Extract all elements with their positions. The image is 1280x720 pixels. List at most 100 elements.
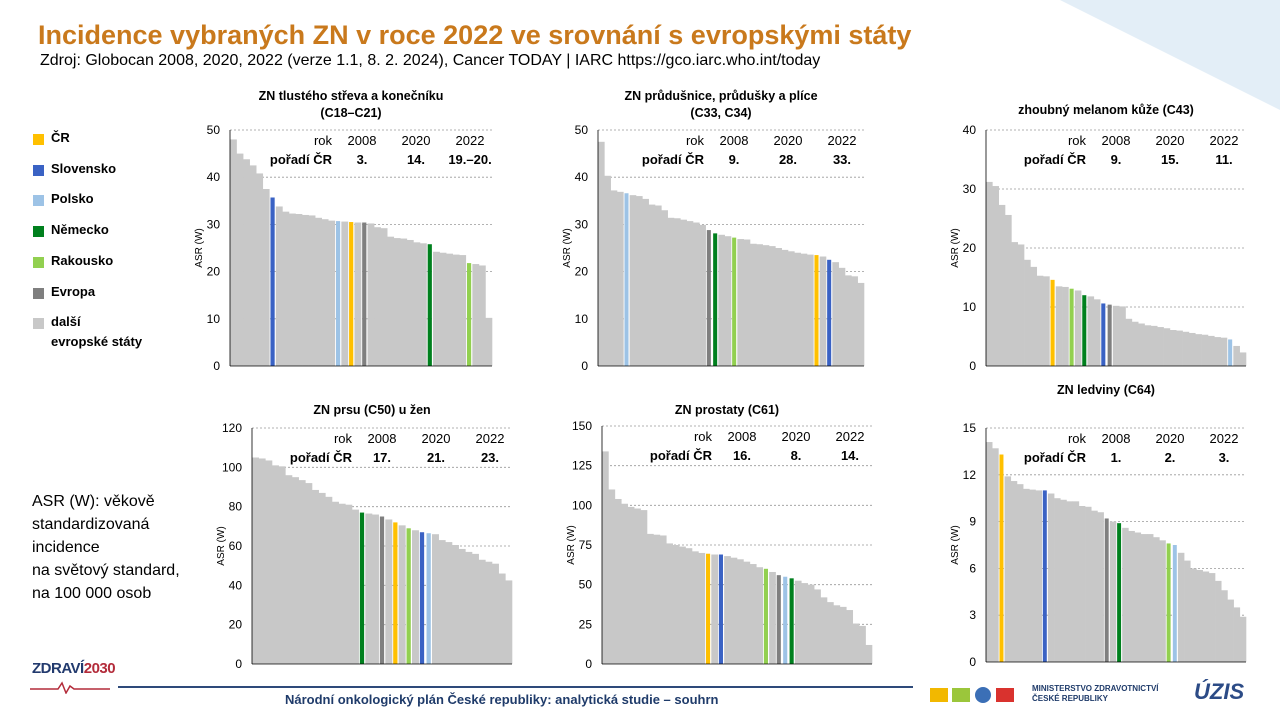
bar — [730, 557, 738, 664]
bar — [258, 458, 266, 664]
rank-value: 11. — [1215, 152, 1232, 167]
bar-evropa — [362, 222, 367, 366]
chart-breast: 0 20 40 60 80 100 120 ASR (W) ZN prsu (C50) u že… — [198, 402, 518, 674]
bar — [1207, 335, 1215, 366]
bar — [698, 552, 706, 664]
uzis-logo: ÚZIS — [1194, 679, 1245, 704]
rank-value: 28. — [779, 152, 797, 167]
rank-year-label: rok — [314, 133, 333, 148]
bar — [992, 186, 999, 366]
rank-year: 2008 — [348, 133, 377, 148]
rank-year: 2022 — [1210, 133, 1239, 148]
bar — [1131, 321, 1139, 366]
bar — [1188, 332, 1196, 366]
bar — [769, 571, 776, 664]
bar — [1072, 501, 1080, 662]
rank-year-label: rok — [1068, 431, 1087, 446]
bar — [819, 256, 827, 366]
legend-item: další evropské státy — [33, 314, 142, 352]
bar — [788, 251, 795, 366]
bar — [406, 239, 414, 366]
rank-value: 17. — [373, 450, 391, 465]
bar — [419, 243, 427, 366]
bar — [1023, 488, 1030, 662]
bar — [472, 264, 480, 366]
tick-label: 20 — [207, 265, 221, 279]
y-axis-label: ASR (W) — [566, 525, 577, 564]
chart-svg: 0 10 20 30 40 ASR (W) zhoubný melanom kůže (C4… — [950, 103, 1247, 373]
bar — [1220, 337, 1228, 366]
rank-value: 15. — [1161, 152, 1179, 167]
legend-swatch — [33, 318, 44, 330]
bar — [282, 211, 290, 366]
asr-note: ASR (W): věkově standardizovaná incidence n… — [32, 493, 180, 602]
rank-year: 2008 — [720, 133, 749, 148]
chart-svg: 0 25 50 75 100 125 150 ASR (W) ZN prostaty (C61)… — [566, 403, 873, 671]
bar — [832, 262, 839, 366]
bar — [302, 214, 309, 366]
chart-title-line: ZN průdušnice, průdušky a plíce — [624, 89, 817, 103]
tick-label: 10 — [963, 300, 977, 314]
tick-label: 30 — [207, 217, 221, 231]
tick-label: 20 — [229, 618, 243, 632]
bar — [629, 195, 637, 366]
tick-label: 20 — [963, 241, 977, 255]
chart-title-line: (C33, C34) — [690, 106, 751, 120]
legend-swatch — [33, 256, 44, 268]
bar — [249, 165, 257, 366]
y-axis-label: ASR (W) — [194, 228, 205, 267]
bar — [292, 477, 299, 664]
bar-slovensko — [827, 259, 832, 366]
rank-year: 2022 — [456, 133, 485, 148]
bar — [674, 218, 681, 366]
bar — [743, 239, 751, 366]
bar — [986, 181, 993, 366]
bar — [1004, 476, 1012, 662]
chart-kidney: 0 3 6 9 12 15 ASR (W) ZN ledviny (C64) rok pořadí… — [932, 380, 1252, 672]
rank-year: 2022 — [828, 133, 857, 148]
legend-item: Slovensko — [33, 161, 116, 179]
bar-slovensko — [718, 554, 723, 664]
bar — [485, 317, 493, 366]
bar — [400, 238, 408, 366]
bar — [230, 139, 237, 366]
bar-slovensko — [419, 532, 425, 664]
bar — [653, 534, 661, 664]
bar — [1097, 512, 1104, 662]
pulse-icon — [30, 681, 110, 694]
bar — [1163, 328, 1171, 366]
bar — [278, 466, 286, 664]
bar — [614, 498, 622, 664]
chart-colorectal: 0 10 20 30 40 50 ASR (W) ZN tlustého střeva a k… — [186, 89, 506, 376]
tick-label: 80 — [229, 500, 243, 514]
rank-value: 19.–20. — [448, 152, 491, 167]
legend-swatch — [33, 226, 44, 238]
bar — [1125, 318, 1133, 366]
bar — [295, 214, 303, 366]
tick-label: 0 — [581, 359, 588, 373]
tick-label: 150 — [572, 419, 592, 433]
bar — [1047, 493, 1055, 662]
bar — [1011, 242, 1019, 366]
bar — [1201, 334, 1209, 366]
rank-label: pořadí ČR — [290, 450, 353, 465]
bar — [1138, 323, 1145, 366]
rank-label: pořadí ČR — [1024, 152, 1087, 167]
bar — [1233, 345, 1240, 366]
bar — [711, 554, 719, 664]
rank-year: 2020 — [402, 133, 431, 148]
bar — [1112, 305, 1120, 366]
bar — [321, 219, 329, 366]
bar — [387, 236, 395, 366]
corner-decoration — [1060, 0, 1280, 110]
bar — [1169, 330, 1177, 366]
bar — [1177, 552, 1185, 662]
bar — [807, 584, 815, 664]
rank-year: 2020 — [774, 133, 803, 148]
bar — [1140, 534, 1148, 662]
tick-label: 100 — [572, 498, 592, 512]
rank-value: 2. — [1165, 450, 1176, 465]
bar — [1055, 286, 1063, 366]
bar — [478, 265, 486, 366]
page-subtitle: Zdroj: Globocan 2008, 2020, 2022 (verze … — [40, 52, 821, 69]
